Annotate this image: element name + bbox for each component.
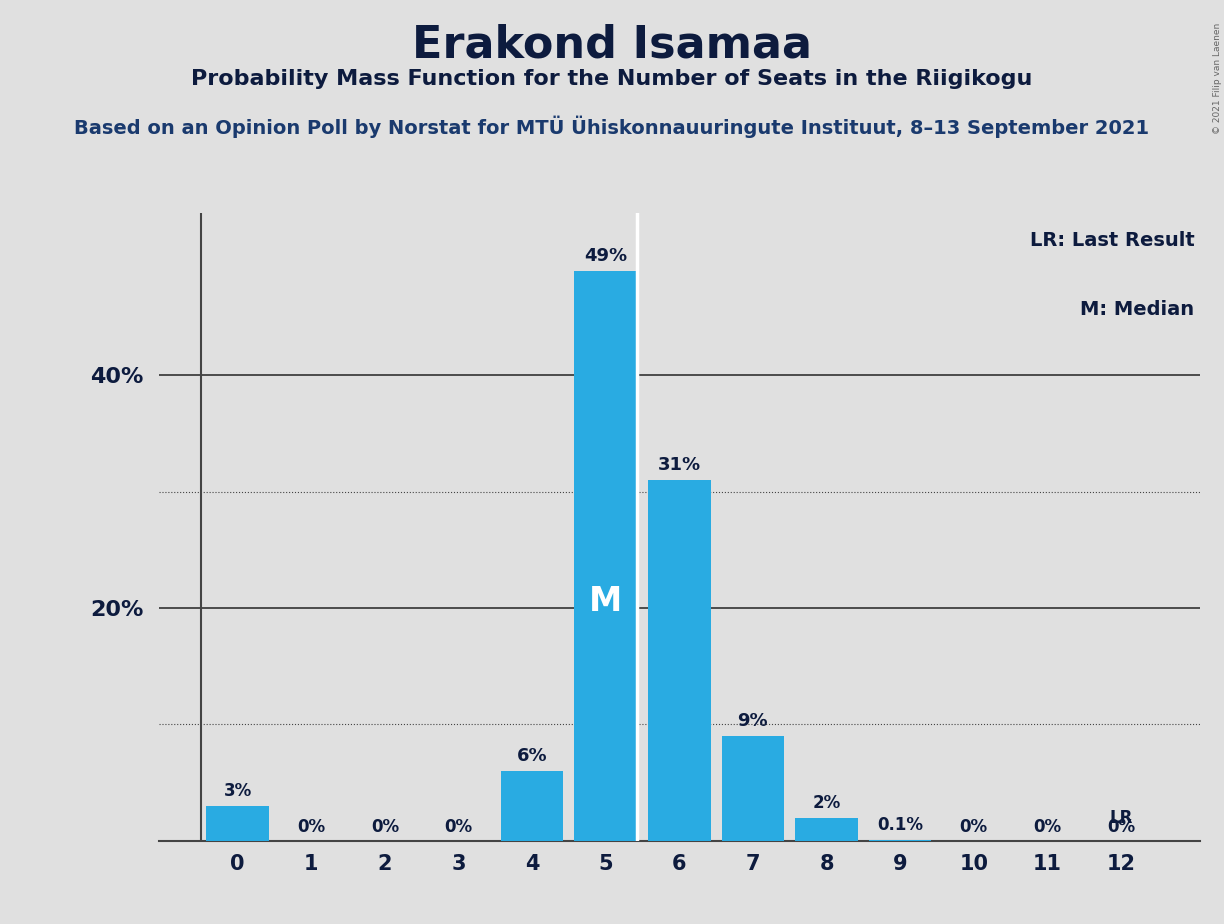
Text: 9%: 9% [738,712,769,730]
Text: M: M [589,585,622,618]
Text: © 2021 Filip van Laenen: © 2021 Filip van Laenen [1213,23,1222,134]
Text: 0%: 0% [1033,818,1061,836]
Bar [722,736,785,841]
Text: Probability Mass Function for the Number of Seats in the Riigikogu: Probability Mass Function for the Number… [191,69,1033,90]
Text: 0%: 0% [1106,818,1135,836]
Bar [207,806,269,841]
Text: 0%: 0% [297,818,326,836]
Text: 0.1%: 0.1% [878,816,923,833]
Text: M: Median: M: Median [1081,300,1195,320]
Text: LR: LR [1109,808,1132,827]
Text: 0%: 0% [444,818,472,836]
Text: LR: Last Result: LR: Last Result [1029,231,1195,250]
Bar [501,771,563,841]
Text: 0%: 0% [960,818,988,836]
Text: 3%: 3% [224,782,252,800]
Text: Erakond Isamaa: Erakond Isamaa [412,23,812,67]
Bar [647,480,711,841]
Text: 49%: 49% [584,247,627,265]
Text: 2%: 2% [813,794,841,812]
Text: Based on an Opinion Poll by Norstat for MTÜ Ühiskonnauuringute Instituut, 8–13 S: Based on an Opinion Poll by Norstat for … [75,116,1149,138]
Bar [796,818,858,841]
Bar [574,271,636,841]
Text: 31%: 31% [657,456,701,474]
Text: 0%: 0% [371,818,399,836]
Bar [869,840,931,841]
Text: 6%: 6% [517,748,547,765]
